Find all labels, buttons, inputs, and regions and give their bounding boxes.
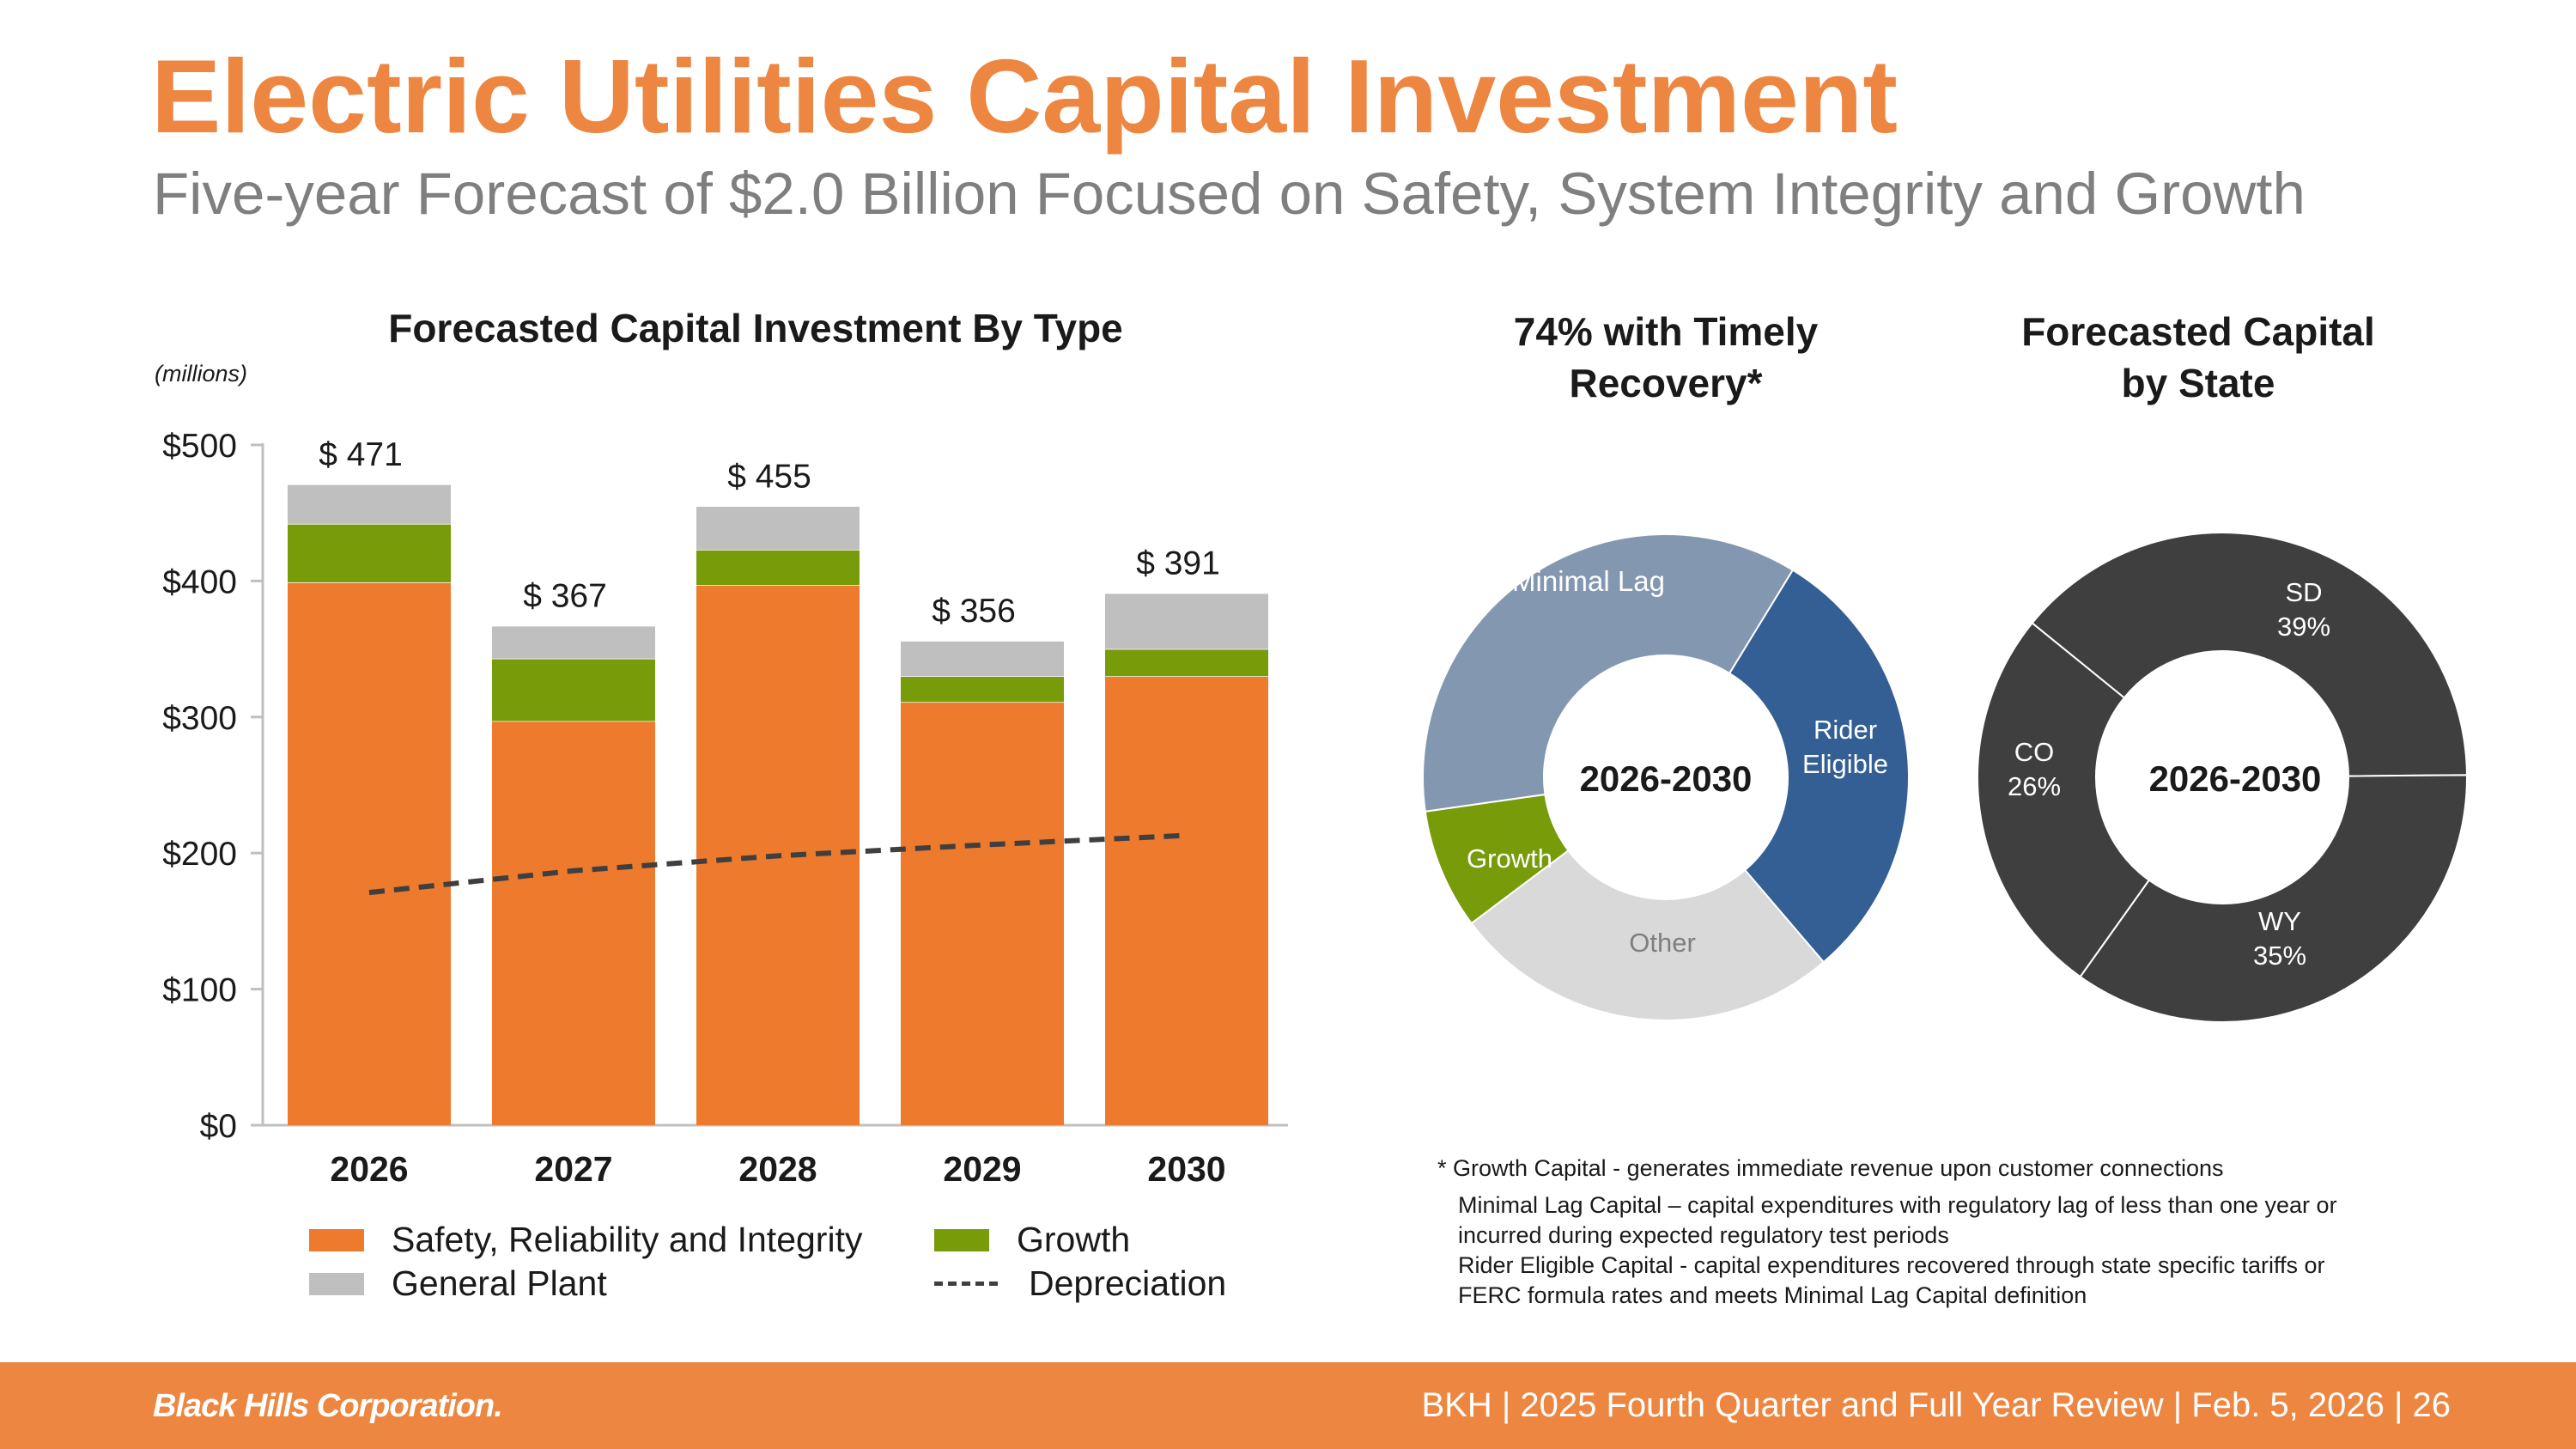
slice-co [1977,622,2151,978]
slice-sd [2031,532,2468,777]
x-tick-label-2030: 2030 [1147,1149,1225,1189]
state-title-line2: by State [2121,361,2275,405]
bar-general-plant-2027 [492,625,655,659]
legend-label-safety: Safety, Reliability and Integrity [392,1220,863,1259]
y-tick-label: $300 [162,700,237,737]
label-sd-pct: 39% [2277,612,2330,642]
bar-growth-2029 [901,676,1064,703]
footer-bar: Black Hills Corporation. BKH | 2025 Four… [0,1362,2576,1449]
bar-general-plant-2026 [288,484,451,524]
bar-growth-2026 [288,523,451,582]
x-tick-label-2026: 2026 [330,1149,408,1189]
footnote-minimal-lag-cont: incurred during expected regulatory test… [1458,1222,1949,1248]
total-label-2029: $ 356 [932,593,1016,630]
legend-swatch-general-plant [309,1272,364,1295]
label-growth: Growth [1467,843,1552,874]
y-tick-label: $100 [162,972,237,1009]
footnote-rider: Rider Eligible Capital - capital expendi… [1458,1252,2325,1278]
slice-other [1470,849,1826,1021]
legend-swatch-depreciation [934,1282,998,1286]
total-label-2030: $ 391 [1136,545,1220,582]
label-co-pct: 26% [2008,771,2061,801]
label-wy-pct: 35% [2253,941,2306,971]
donut-center-label: 2026-2030 [1580,758,1753,799]
recovery-chart-title: 74% with Timely Recovery* [1408,306,1923,409]
footer-info: BKH | 2025 Fourth Quarter and Full Year … [1421,1386,2451,1424]
bar-safety-2026 [288,581,451,1125]
footnote-rider-cont: FERC formula rates and meets Minimal Lag… [1458,1282,2087,1308]
slice-rider-eligible [1728,569,1910,964]
label-minimal-lag: Minimal Lag [1512,565,1665,597]
legend-general-plant: General Plant [309,1263,607,1304]
label-rider-line1: Rider [1814,715,1877,745]
donut-center-label: 2026-2030 [2149,758,2322,799]
label-rider-line2: Eligible [1802,749,1888,779]
slice-wy [2079,774,2468,1023]
y-tick-label: $0 [200,1108,237,1145]
legend-depreciation: Depreciation [934,1263,1226,1304]
recovery-title-line2: Recovery* [1569,361,1763,405]
bar-growth-2028 [696,549,860,586]
label-wy: WY [2258,906,2301,936]
legend-label-general-plant: General Plant [392,1263,607,1303]
recovery-title-line1: 74% with Timely [1513,309,1819,354]
company-logo: Black Hills Corporation. [153,1388,503,1424]
state-title-line1: Forecasted Capital [2021,309,2375,354]
legend-growth: Growth [934,1220,1130,1260]
legend-label-growth: Growth [1017,1220,1131,1259]
total-label-2028: $ 455 [727,458,811,495]
x-tick-label-2029: 2029 [943,1149,1021,1189]
slice-growth [1424,793,1570,925]
total-label-2027: $ 367 [523,578,607,615]
label-co: CO [2014,737,2055,767]
capital-by-state-donut: SD 39% WY 35% CO 26% 2026-2030 [1977,532,2468,1023]
depreciation-line [368,832,1188,896]
label-other: Other [1629,928,1696,958]
y-tick-label: $200 [162,836,237,873]
page-title: Electric Utilities Capital Investment [151,38,1898,155]
capital-by-type-chart: $0 $100 $200 $300 $400 $500 $ 471 2026 $ 367 2027… [162,428,1288,1189]
footnote-minimal-lag: Minimal Lag Capital – capital expenditur… [1458,1192,2337,1218]
bar-safety-2027 [492,721,655,1125]
footnotes: * Growth Capital - generates immediate r… [1437,1154,2337,1311]
bar-general-plant-2030 [1105,593,1268,649]
legend-safety: Safety, Reliability and Integrity [309,1220,862,1260]
bar-general-plant-2029 [901,641,1064,677]
legend-swatch-safety [309,1228,364,1251]
bar-growth-2027 [492,658,655,721]
bar-chart-title: Forecasted Capital Investment By Type [388,306,1123,350]
bar-general-plant-2028 [696,506,860,550]
state-chart-title: Forecasted Capital by State [1941,306,2456,409]
timely-recovery-donut: Minimal Lag Rider Eligible Other Growth 2026-… [1422,533,1910,1021]
legend-label-depreciation: Depreciation [1029,1263,1227,1303]
bar-growth-2030 [1105,648,1268,677]
label-sd: SD [2285,577,2322,607]
slice-minimal-lag [1422,533,1795,813]
y-tick-label: $500 [162,428,237,465]
y-tick-label: $400 [162,563,237,600]
x-tick-label-2027: 2027 [534,1149,612,1189]
total-label-2026: $ 471 [319,436,403,473]
legend-swatch-growth [934,1228,989,1251]
x-tick-label-2028: 2028 [738,1149,817,1189]
bar-safety-2030 [1105,676,1268,1125]
page-subtitle: Five-year Forecast of $2.0 Billion Focus… [153,161,2306,227]
units-note: (millions) [155,361,247,387]
footnote-growth: * Growth Capital - generates immediate r… [1437,1155,2224,1181]
bar-safety-2029 [901,702,1064,1125]
